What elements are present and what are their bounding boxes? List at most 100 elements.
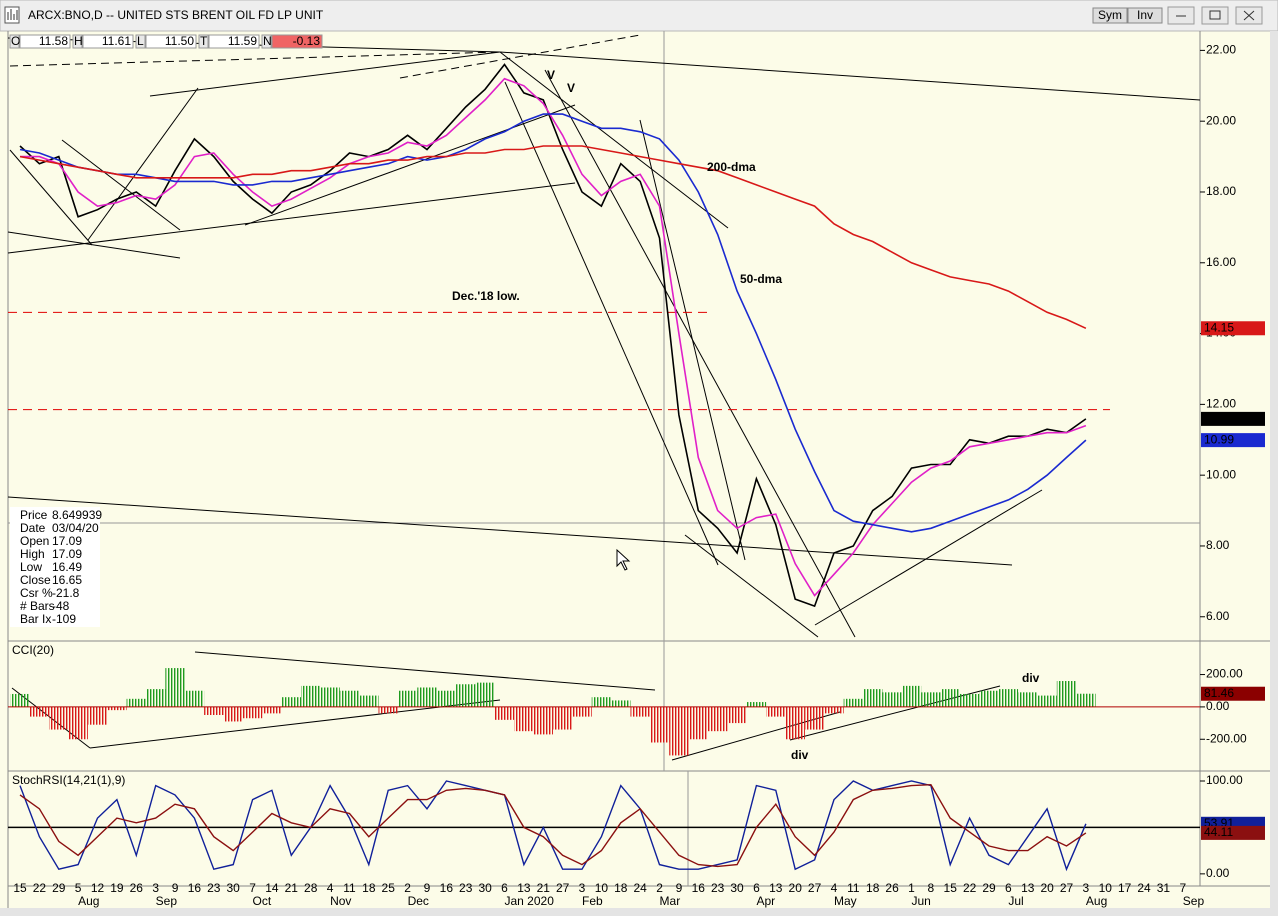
x-tick-label: 4 [831, 881, 838, 895]
cci-bar [669, 706, 689, 756]
plot-area: 22.0020.0018.0016.0014.0012.0010.008.006… [8, 43, 1265, 908]
cci-bar [126, 698, 146, 707]
x-tick-label: 7 [249, 881, 256, 895]
cci-bar [882, 692, 902, 707]
cci-bar [301, 685, 321, 707]
x-tick-label: 8 [928, 881, 935, 895]
sym-button[interactable] [1092, 7, 1128, 24]
restore-button[interactable] [1201, 6, 1229, 25]
x-tick-label: 11 [847, 881, 860, 895]
cci-bar [572, 706, 592, 717]
x-tick-label: 16 [440, 881, 454, 895]
inv-button-label[interactable]: Inv [1137, 8, 1153, 22]
right-border [1270, 31, 1278, 916]
value-tag-label: 11.59 [1204, 411, 1233, 425]
x-tick-label: 1 [908, 881, 915, 895]
x-tick-label: 4 [327, 881, 334, 895]
x-tick-label: 13 [769, 881, 783, 895]
cci-bar [707, 706, 728, 732]
x-tick-label: 10 [1099, 881, 1113, 895]
panel-title: StochRSI(14,21(1),9) [12, 773, 125, 787]
app-icon-bars [7, 9, 18, 20]
cci-bar [979, 690, 999, 707]
cci-bar [242, 706, 263, 719]
cci-bar [746, 702, 767, 707]
x-tick-label: 31 [1157, 881, 1171, 895]
x-tick-label: 23 [711, 881, 725, 895]
y-tick-label: 12.00 [1206, 397, 1236, 411]
cci-bar [262, 706, 282, 714]
info-label: Close [20, 573, 51, 587]
info-box [10, 507, 100, 627]
x-month-label: Sep [1183, 894, 1205, 908]
x-tick-label: 30 [478, 881, 492, 895]
x-month-label: Dec [408, 894, 429, 908]
y-tick-label: 22.00 [1206, 43, 1236, 57]
value-tag [1201, 825, 1265, 840]
cci-bar [145, 689, 166, 707]
info-value: -21.8 [52, 586, 80, 600]
x-month-label: Sep [156, 894, 178, 908]
cci-bar [87, 706, 108, 725]
cci-bar [940, 689, 960, 707]
x-tick-label: 16 [188, 881, 202, 895]
cci-bar [184, 690, 205, 707]
quote-label: T [200, 34, 208, 48]
x-tick-label: 6 [501, 881, 508, 895]
x-tick-label: 22 [963, 881, 977, 895]
sym-button-label[interactable]: Sym [1098, 8, 1122, 22]
value-tag-label: 14.15 [1204, 320, 1234, 334]
info-value: 17.09 [52, 547, 82, 561]
series-line [19, 63, 1087, 608]
cci-bar [998, 689, 1019, 707]
inv-button[interactable] [1127, 7, 1163, 24]
cci-bar [436, 690, 457, 707]
cci-bar [727, 706, 747, 724]
info-label: Bar Ix [20, 612, 51, 626]
info-label: Low [20, 560, 42, 574]
annotation: Dec.'18 low. [452, 289, 520, 303]
quote-value: 11.58 [39, 34, 68, 48]
cci-bar [1076, 693, 1096, 707]
x-tick-label: 13 [1021, 881, 1035, 895]
x-tick-label: 27 [556, 881, 570, 895]
cci-bar [785, 706, 805, 740]
x-tick-label: 23 [207, 881, 221, 895]
cci-bar [204, 706, 224, 715]
panel-title: CCI(20) [12, 643, 54, 657]
cci-bar [339, 690, 360, 707]
x-tick-label: 9 [676, 881, 683, 895]
y-tick-label: 6.00 [1206, 609, 1230, 623]
quote-value-box [208, 34, 260, 49]
cci-bar [417, 687, 437, 707]
cci-bar [10, 693, 30, 707]
cci-bar [959, 693, 980, 707]
cci-bar [804, 706, 825, 730]
quote-label-box [198, 34, 209, 49]
series-name: 200-dma [707, 160, 756, 174]
value-tag [1201, 686, 1265, 701]
quote-label: L [137, 34, 144, 48]
x-tick-label: 7 [1179, 881, 1186, 895]
cci-bar [766, 706, 786, 717]
cci-bar [223, 706, 243, 722]
x-tick-label: 5 [75, 881, 82, 895]
y-tick-label: 20.00 [1206, 113, 1236, 127]
cci-bar [630, 706, 650, 717]
y-tick-label: 18.00 [1206, 184, 1236, 198]
x-tick-label: 24 [1137, 881, 1151, 895]
x-tick-label: 13 [517, 881, 531, 895]
quote-label: O [11, 34, 20, 48]
x-tick-label: 20 [789, 881, 803, 895]
y-tick-label: 8.00 [1206, 538, 1230, 552]
x-tick-label: 21 [537, 881, 551, 895]
cci-bar [591, 697, 612, 707]
info-value: 8.649939 [52, 508, 102, 522]
value-tag [1201, 411, 1265, 426]
cci-bar [475, 682, 495, 707]
value-tag [1201, 433, 1265, 448]
quote-label: N [263, 34, 272, 48]
